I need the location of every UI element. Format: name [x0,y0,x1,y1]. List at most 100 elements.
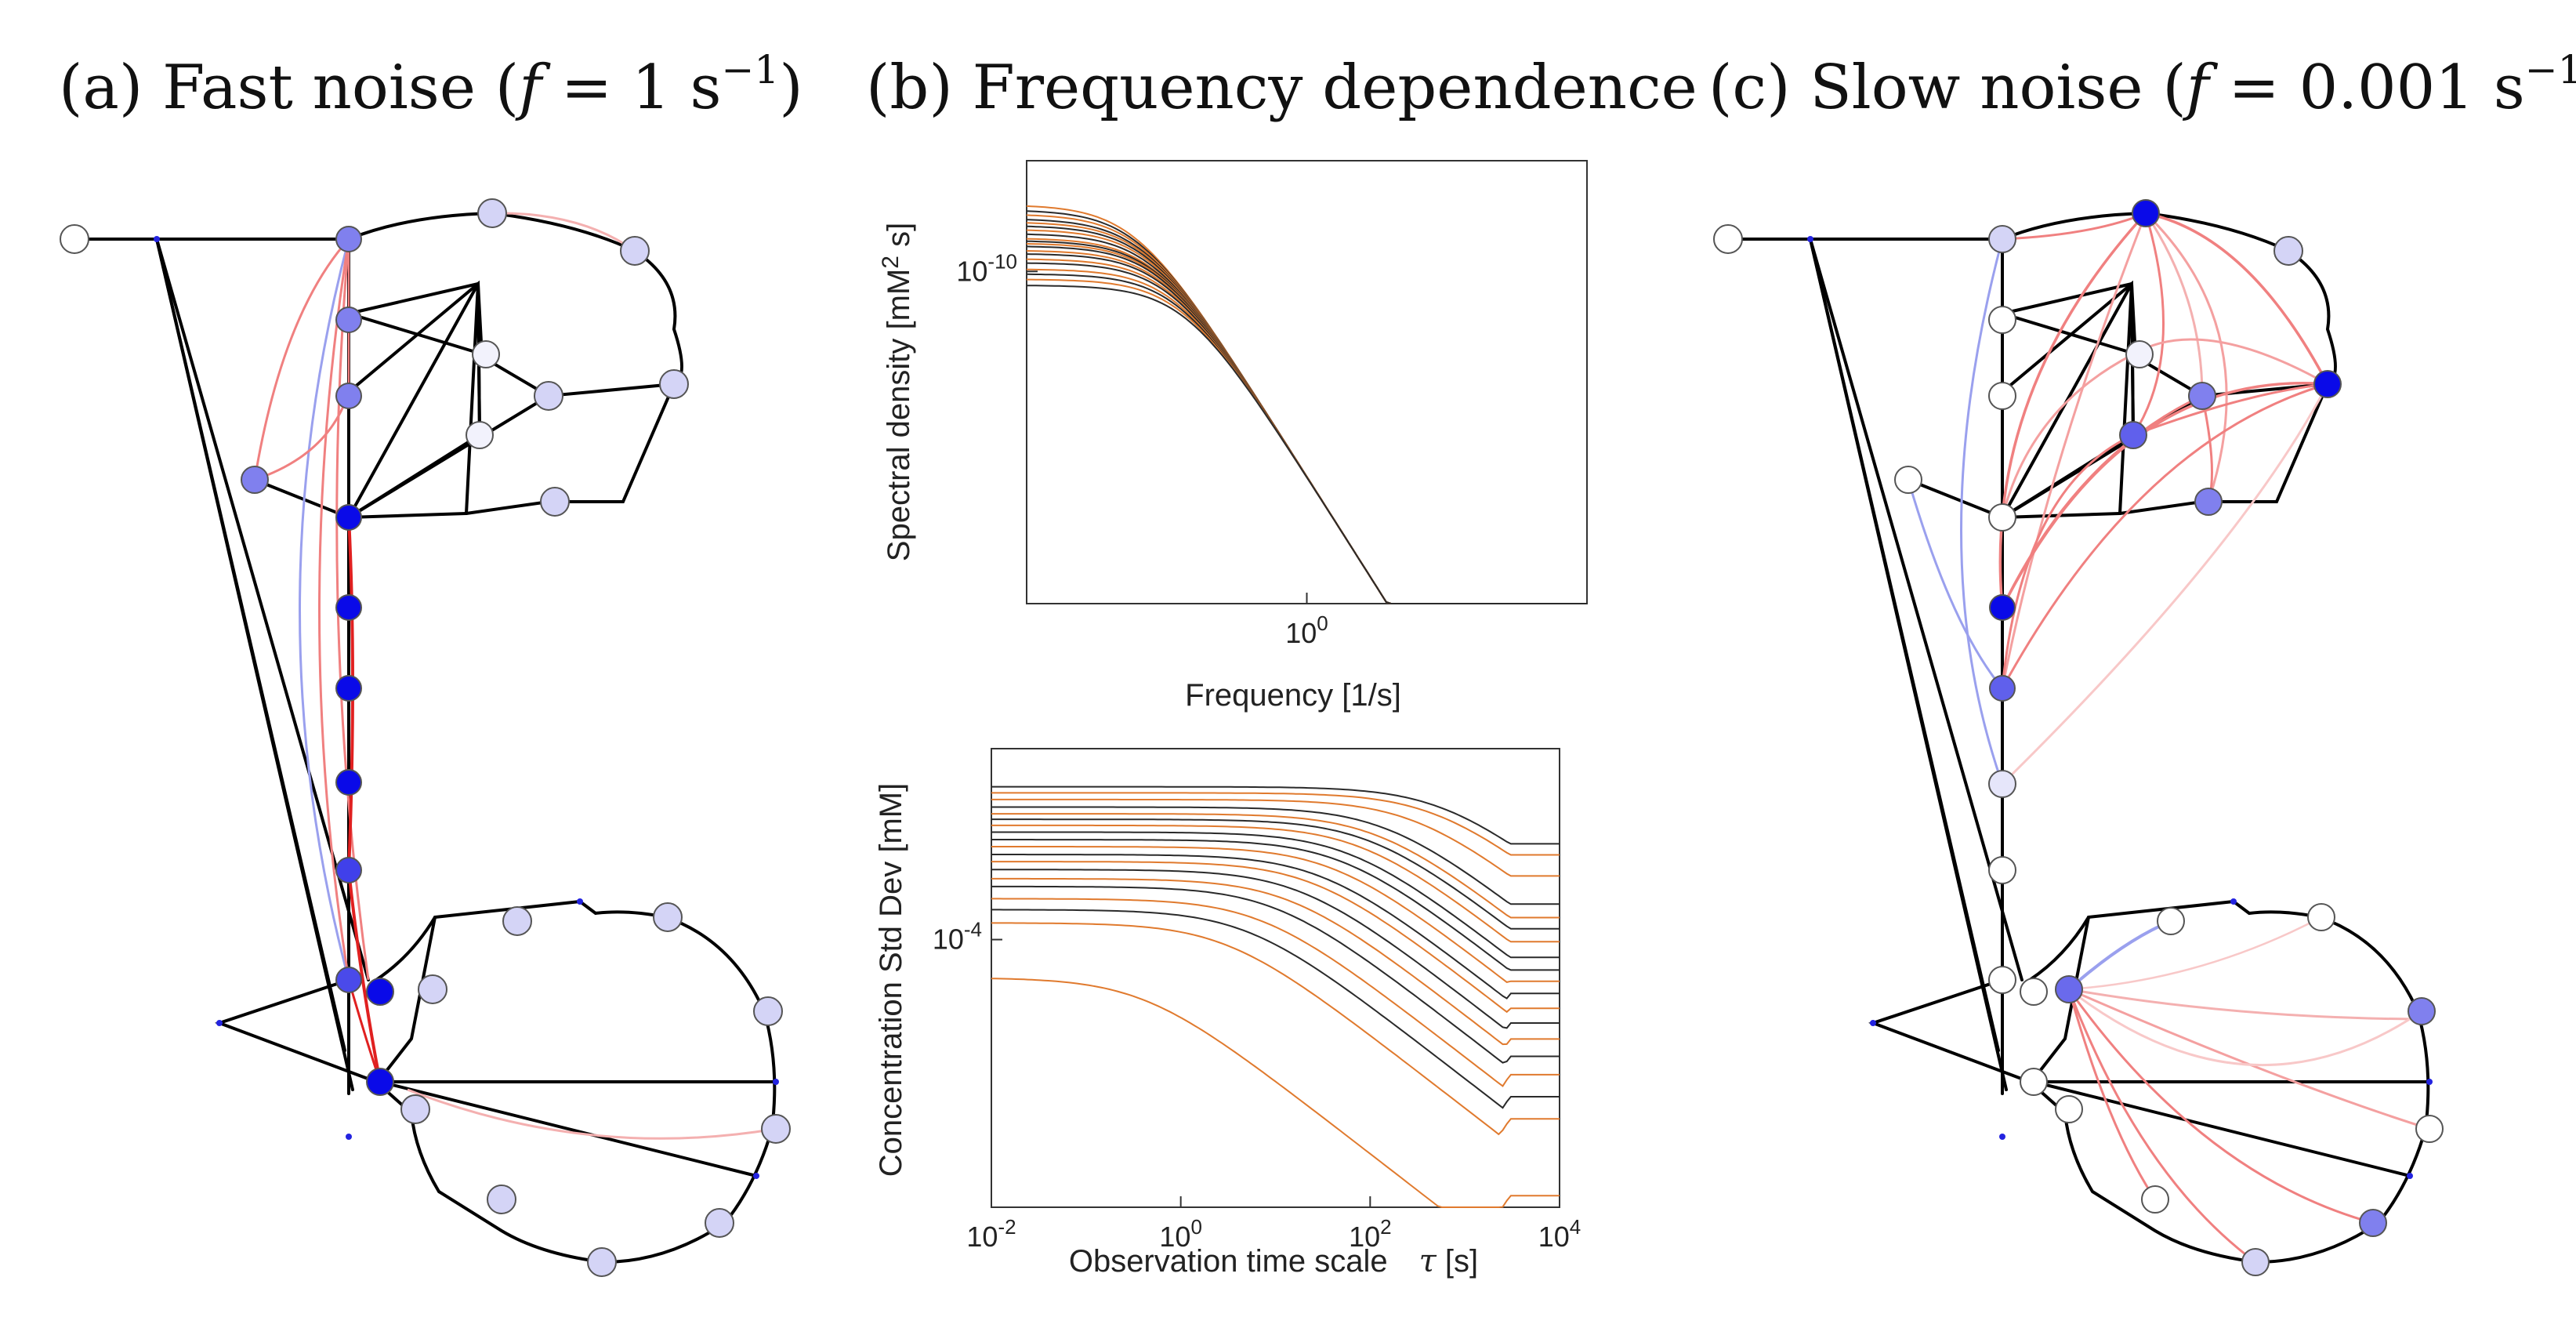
node [2188,382,2216,410]
series-group [1026,205,1587,604]
node [335,504,362,531]
std-dev-series-line [991,877,1560,1046]
node [335,857,362,883]
node [2132,199,2160,227]
x-tick-label: 100 [1285,611,1328,649]
network-nodes [1713,199,2444,1276]
std-dev-series-line [991,818,1560,930]
node [1988,503,2016,532]
y-axis-label: Concentration Std Dev [mM] [874,783,908,1177]
node [1989,594,2016,621]
x-axis-label: Observation time scale τ [s] [1069,1243,1478,1279]
std-dev-series-line [991,978,1560,1208]
node [2313,370,2342,398]
x-axis-label: Frequency [1/s] [1185,678,1401,713]
node [335,594,362,621]
node [366,1068,394,1096]
node [466,421,494,449]
node [659,369,689,399]
x-ticks: 100 [1285,593,1328,649]
std-dev-series-line [991,785,1560,845]
y-axis-label: Spectral density [mM2 s] [878,223,916,561]
spectrum-series-line [1026,219,1587,604]
node [705,1208,734,1238]
network-nodes [60,198,791,1277]
series-group [991,785,1560,1208]
node [2055,975,2083,1003]
x-tick-label: 10-2 [966,1215,1016,1253]
node [540,487,570,517]
node [1988,770,2016,798]
node [1988,306,2016,334]
std-dev-series-line [991,824,1560,943]
node [1988,225,2016,253]
node [487,1185,516,1214]
node [761,1114,791,1144]
panel-b-title: (b) Frequency dependence [866,53,1697,123]
network-panel-a [60,198,791,1277]
plot-frame [1026,160,1588,604]
std-dev-series-line [991,792,1560,856]
node [2119,421,2147,449]
node [2273,236,2303,266]
node [2125,340,2154,368]
spectrum-series-line [1026,262,1587,604]
node [534,381,563,411]
x-tick-label: 104 [1538,1215,1581,1253]
spectrum-series-line [1026,268,1587,604]
network-panel-c [1713,199,2444,1276]
y-tick-label: 10-4 [933,918,982,956]
spectrum-series-line [1026,245,1587,604]
spectrum-series-line [1026,222,1587,604]
spectrum-series-line [1026,243,1587,604]
panel-a-title: (a) Fast noise (f = 1 s−1) [59,47,803,123]
std-dev-chart: 10-2 100 102 104 10-4 Observation time scal… [874,748,1581,1279]
node [1988,856,2016,884]
spectral-density-chart: 100 10-10 Frequency [1/s] Spectral densi… [878,160,1588,713]
std-dev-series-line [991,869,1560,1029]
node [366,978,394,1006]
plot-frame [991,748,1560,1208]
node [653,902,683,932]
spectrum-series-line [1026,258,1587,604]
node [1988,966,2016,994]
correlation-arcs [1907,212,2430,1264]
node [2415,1115,2444,1143]
node [335,675,362,702]
node [502,906,532,936]
std-dev-series-line [991,854,1560,1000]
spectrum-series-line [1026,240,1587,604]
std-dev-series-line [991,922,1560,1136]
node [2408,997,2436,1025]
node [2359,1209,2387,1237]
std-dev-series-line [991,806,1560,905]
panel-c-title: (c) Slow noise (f = 0.001 s−1) [1708,47,2576,123]
node [753,996,783,1026]
node [335,226,362,252]
node [2307,903,2335,931]
x-tick-label: 100 [1159,1215,1202,1253]
std-dev-series-line [991,831,1560,959]
node [620,236,650,266]
x-tick-label: 102 [1349,1215,1392,1253]
node [60,224,89,254]
std-dev-series-line [991,898,1560,1087]
node [2020,978,2048,1006]
spectrum-series-line [1026,285,1587,604]
node [335,383,362,409]
node [1713,224,1743,254]
node [1894,466,1922,494]
node [1989,675,2016,702]
node [335,769,362,796]
node [400,1094,430,1124]
node [472,340,500,368]
node [2241,1248,2270,1276]
std-dev-series-line [991,861,1560,1014]
spectrum-series-line [1026,238,1587,604]
network-edges [73,211,777,1264]
spectrum-series-line [1026,250,1587,604]
spectrum-series-line [1026,253,1587,604]
std-dev-series-line [991,885,1560,1064]
std-dev-series-line [991,798,1560,877]
